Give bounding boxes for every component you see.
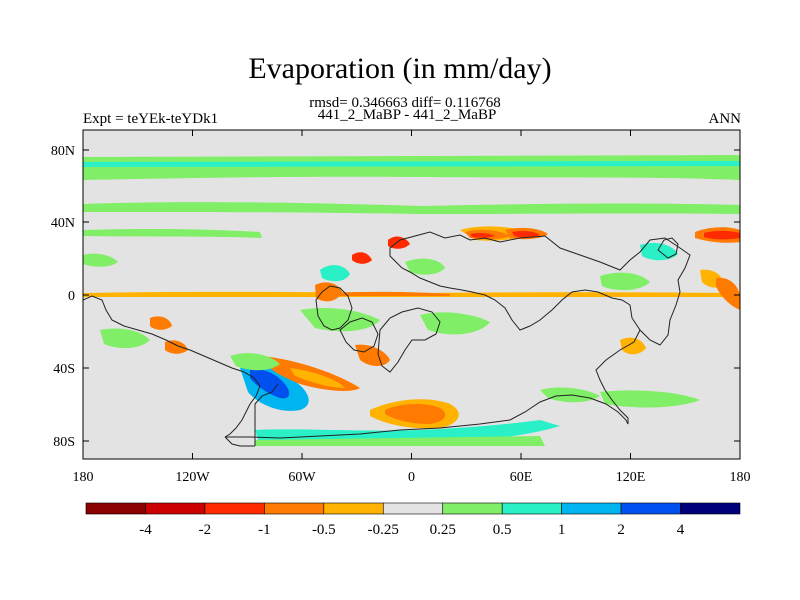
colorbar-swatch [145,502,206,515]
lon-tick-label: 120E [616,470,646,485]
expt-label: Expt = teYEk-teYDk1 [83,111,219,127]
colorbar: -4 -2 -1 -0.5 -0.25 0.25 0.5 1 2 4 [85,502,741,538]
colorbar-swatch [204,502,265,515]
lon-tick-label: 60E [510,470,533,485]
lon-tick-label: 120W [175,470,210,485]
map-panel [82,129,741,460]
latitude-axis: 80N 40N 0 40S 80S [51,144,740,450]
lat-tick-label: 80N [51,144,75,159]
colorbar-label: 2 [617,522,625,538]
lon-tick-label: 180 [73,470,94,485]
lat-tick-label: 40N [51,216,75,231]
colorbar-label: -0.25 [368,522,399,538]
coastlines [83,231,691,447]
plot-title: Evaporation (in mm/day) [248,52,552,85]
lon-tick-label: 60W [288,470,316,485]
colorbar-label: -0.5 [312,522,336,538]
stats-line: rmsd= 0.346663 diff= 0.116768 [309,95,501,111]
colorbar-label: 0.5 [493,522,512,538]
colorbar-label: -1 [258,522,271,538]
colorbar-label: -4 [139,522,152,538]
lat-tick-label: 0 [68,289,75,304]
colorbar-label: 4 [677,522,685,538]
colorbar-label: -2 [199,522,212,538]
colorbar-swatch [561,502,622,515]
longitude-axis: 180 120W 60W 0 60E 120E 180 [73,130,751,485]
lat-tick-label: 80S [53,435,75,450]
colorbar-swatch [382,502,444,515]
case-line: 441_2_MaBP - 441_2_MaBP [317,107,497,123]
colorbar-swatch [620,502,681,515]
colorbar-swatch [85,502,146,515]
colorbar-label: 0.25 [430,522,456,538]
colorbar-label: 1 [558,522,566,538]
colorbar-swatch [323,502,384,515]
colorbar-swatch [680,502,741,515]
lon-tick-label: 180 [730,470,751,485]
colorbar-swatch [501,502,562,515]
colorbar-swatch [442,502,503,515]
lat-tick-label: 40S [53,362,75,377]
lon-tick-label: 0 [408,470,415,485]
season-label: ANN [708,111,742,127]
colorbar-swatch [264,502,325,515]
